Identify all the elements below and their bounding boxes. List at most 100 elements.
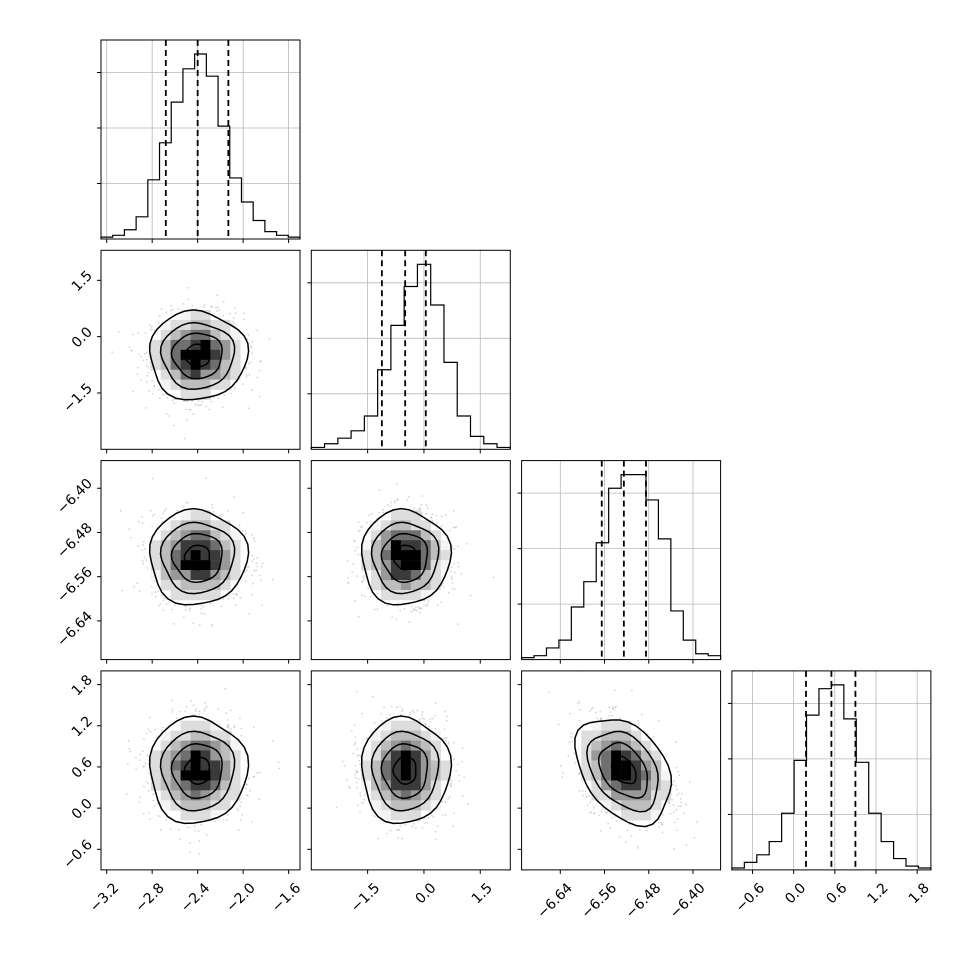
density-cell	[160, 580, 171, 591]
scatter-point	[403, 607, 406, 610]
scatter-point	[128, 747, 131, 750]
scatter-point	[251, 534, 253, 536]
contour-line	[392, 544, 417, 571]
scatter-point	[426, 604, 429, 607]
density-cell	[160, 319, 171, 331]
scatter-point	[136, 367, 139, 369]
scatter-point	[144, 352, 146, 355]
scatter-point	[370, 513, 373, 516]
scatter-point	[160, 594, 163, 597]
contour-line	[183, 343, 211, 368]
density-cell	[170, 530, 181, 541]
scatter-point	[440, 515, 443, 518]
density-cell	[190, 359, 201, 371]
density-cell	[380, 520, 392, 531]
pair-content	[125, 687, 281, 855]
scatter-point	[457, 561, 459, 564]
density-cell	[160, 379, 171, 390]
scatter-point	[162, 599, 165, 602]
scatter-point	[147, 728, 150, 731]
density-cell	[361, 550, 372, 561]
scatter-point	[216, 294, 219, 297]
density-cell	[160, 530, 171, 541]
scatter-point	[189, 851, 191, 854]
scatter-point	[138, 759, 141, 762]
scatter-point	[450, 571, 453, 573]
density-cell	[180, 550, 191, 561]
scatter-point	[419, 508, 422, 511]
scatter-point	[211, 506, 214, 509]
scatter-point	[378, 511, 380, 514]
scatter-point	[185, 609, 187, 611]
scatter-point	[250, 345, 252, 347]
density-cell	[200, 570, 211, 581]
density-cell	[200, 550, 211, 561]
scatter-point	[232, 593, 235, 595]
scatter-point	[177, 308, 179, 310]
density-cell	[400, 560, 412, 571]
density-cell	[440, 540, 451, 551]
scatter-point	[251, 560, 254, 563]
scatter-point	[420, 504, 423, 506]
scatter-point	[154, 591, 157, 594]
scatter-point	[352, 563, 355, 565]
scatter-point	[253, 569, 256, 572]
density-cell	[200, 389, 211, 400]
density-cell	[210, 590, 221, 601]
scatter-point	[427, 600, 430, 603]
density-cell	[230, 349, 241, 361]
scatter-point	[212, 510, 215, 513]
scatter-point	[278, 767, 281, 770]
scatter-point	[244, 530, 247, 532]
scatter-point	[444, 514, 447, 517]
scatter-point	[165, 311, 168, 314]
scatter-point	[171, 699, 174, 702]
scatter-point	[418, 607, 421, 610]
scatter-point	[431, 513, 434, 516]
scatter-point	[354, 600, 357, 602]
scatter-point	[153, 384, 156, 387]
scatter-point	[142, 813, 145, 815]
density-cell	[190, 530, 201, 541]
scatter-point	[171, 399, 174, 402]
contour-line	[148, 309, 250, 401]
density-cell	[430, 580, 441, 591]
scatter-point	[424, 604, 426, 607]
scatter-point	[158, 314, 161, 317]
scatter-point	[149, 361, 152, 364]
scatter-point	[244, 532, 247, 535]
density-cell	[180, 319, 191, 331]
scatter-point	[200, 403, 202, 406]
scatter-point	[145, 780, 148, 783]
scatter-point	[137, 544, 140, 547]
scatter-point	[357, 521, 360, 523]
scatter-point	[184, 408, 187, 411]
scatter-point	[239, 717, 241, 720]
scatter-point	[203, 306, 205, 309]
scatter-point	[205, 477, 207, 479]
scatter-point	[226, 719, 229, 721]
scatter-point	[253, 726, 256, 729]
density-cell	[200, 590, 211, 601]
scatter-point	[230, 392, 233, 395]
density-cell	[400, 550, 412, 561]
density-cell	[230, 359, 241, 371]
scatter-point	[219, 514, 221, 517]
scatter-point	[246, 566, 249, 569]
scatter-point	[204, 701, 207, 704]
scatter-point	[150, 585, 153, 588]
scatter-point	[183, 505, 185, 508]
scatter-point	[450, 575, 453, 578]
scatter-point	[437, 604, 439, 607]
scatter-point	[368, 514, 370, 516]
scatter-point	[248, 374, 251, 376]
scatter-point	[360, 525, 363, 528]
pair-panel-2-0	[97, 460, 301, 664]
scatter-point	[222, 315, 224, 317]
density-cell	[430, 540, 441, 551]
scatter-point	[173, 604, 176, 606]
scatter-point	[129, 536, 132, 539]
scatter-point	[386, 504, 389, 506]
scatter-point	[353, 539, 355, 542]
scatter-point	[393, 500, 396, 502]
